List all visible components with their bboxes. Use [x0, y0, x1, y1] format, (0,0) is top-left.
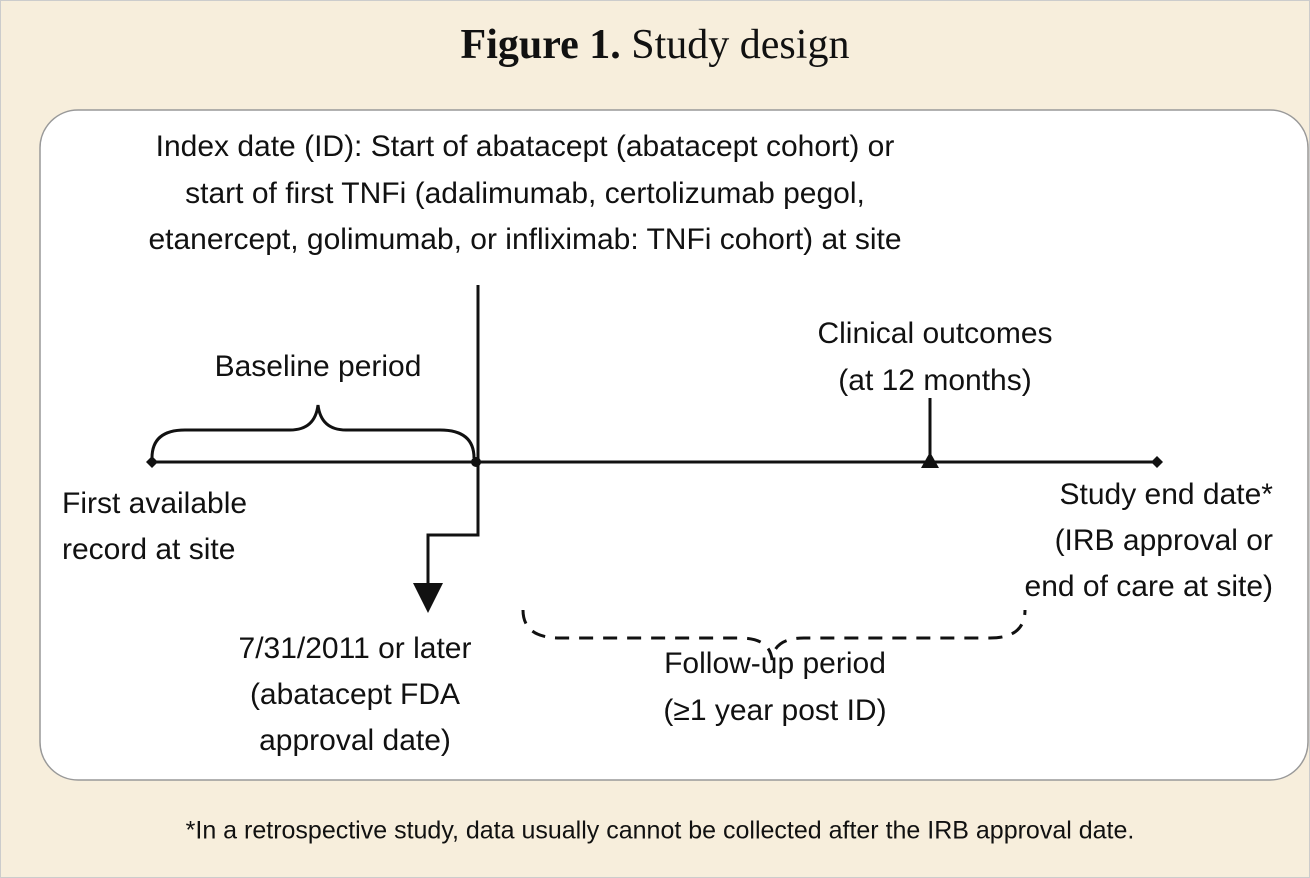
title: Figure 1. Study design [461, 22, 850, 68]
fda-line: (abatacept FDA [250, 678, 460, 711]
footnote: *In a retrospective study, data usually … [186, 817, 1135, 845]
first-record-line: record at site [62, 533, 235, 566]
study-end-line: (IRB approval or [1055, 524, 1273, 557]
index-date-line: start of first TNFi (adalimumab, certoli… [185, 177, 865, 210]
timeline-graphics [150, 285, 1157, 661]
index-arrow [413, 462, 480, 613]
panel [39, 109, 1309, 781]
study-end-line: Study end date* [1059, 478, 1273, 511]
title-text: Study design [631, 22, 849, 68]
index-marker [471, 457, 481, 467]
title-label: Figure 1. [461, 22, 621, 68]
follow-up-line: Follow-up period [664, 647, 886, 680]
follow-up-brace [521, 609, 1027, 661]
study-end-line: end of care at site) [1025, 570, 1273, 603]
fda-line: approval date) [259, 724, 451, 757]
outcomes-line: (at 12 months) [838, 364, 1031, 397]
index-date-line: etanercept, golimumab, or infliximab: TN… [148, 223, 901, 256]
start-marker [146, 456, 158, 468]
follow-up-line: (≥1 year post ID) [663, 694, 886, 727]
first-record-line: First available [62, 487, 247, 520]
baseline-label: Baseline period [215, 350, 422, 383]
outcome-marker [921, 452, 939, 468]
end-marker [1151, 456, 1163, 468]
fda-line: 7/31/2011 or later [239, 632, 472, 665]
baseline-brace [150, 404, 476, 459]
index-date-line: Index date (ID): Start of abatacept (aba… [156, 130, 895, 163]
outcomes-line: Clinical outcomes [817, 317, 1052, 350]
